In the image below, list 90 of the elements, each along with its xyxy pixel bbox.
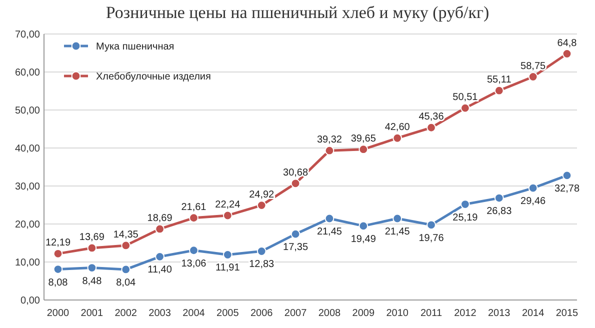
- point: [290, 178, 300, 188]
- x-tick-label: 2014: [522, 308, 545, 319]
- point: [426, 220, 436, 230]
- data-label: 21,61: [181, 202, 207, 213]
- data-label: 64,8: [557, 38, 578, 49]
- point: [358, 144, 368, 154]
- x-tick-label: 2013: [488, 308, 511, 319]
- data-label: 58,75: [520, 60, 546, 72]
- y-tick-label: 20,00: [14, 220, 40, 230]
- chart-title: Розничные цены на пшеничный хлеб и муку (руб/кг): [106, 3, 490, 22]
- data-label: 11,91: [216, 262, 240, 274]
- y-tick-label: 0,00: [20, 296, 40, 306]
- data-label: 8,04: [116, 277, 136, 288]
- data-label: 25,19: [452, 212, 478, 224]
- x-tick-label: 2002: [114, 308, 138, 319]
- y-tick-label: 50,00: [14, 106, 40, 116]
- data-label: 13,06: [181, 258, 207, 270]
- data-label: 29,46: [520, 196, 546, 208]
- point: [53, 264, 63, 274]
- x-tick-label: 2007: [284, 308, 308, 319]
- x-tick-label: 2003: [148, 308, 172, 319]
- data-label: 19,49: [350, 234, 376, 245]
- point: [189, 246, 198, 256]
- data-label: 17,35: [283, 242, 308, 254]
- data-label: 50,51: [452, 92, 478, 104]
- data-label: 12,83: [249, 259, 275, 270]
- x-tick-label: 2004: [182, 308, 206, 319]
- point: [189, 213, 198, 223]
- data-label: 32,78: [554, 183, 580, 194]
- data-label: 55,11: [486, 74, 512, 86]
- y-tick-label: 40,00: [14, 144, 40, 154]
- data-label: 26,83: [486, 206, 512, 218]
- point: [392, 133, 402, 143]
- point: [324, 214, 334, 224]
- point: [155, 252, 164, 262]
- point: [222, 210, 232, 220]
- data-label: 39,32: [316, 134, 342, 146]
- point: [562, 49, 572, 58]
- point: [460, 103, 470, 113]
- point: [53, 248, 63, 258]
- x-tick-label: 2010: [386, 308, 409, 319]
- data-label: 18,69: [147, 212, 173, 224]
- point: [324, 146, 334, 156]
- data-label: 11,40: [148, 264, 172, 276]
- point: [87, 243, 97, 253]
- x-tick-label: 2000: [46, 308, 70, 319]
- point: [392, 214, 402, 224]
- data-label: 8,48: [82, 276, 102, 287]
- data-label: 21,45: [316, 226, 342, 238]
- data-label: 21,45: [384, 226, 410, 238]
- data-label: 39,65: [350, 133, 376, 144]
- point: [358, 221, 368, 231]
- x-tick-label: 2012: [454, 308, 477, 319]
- x-tick-label: 2009: [352, 308, 375, 319]
- point: [222, 250, 232, 260]
- y-tick-label: 70,00: [14, 30, 40, 40]
- y-tick-label: 60,00: [14, 68, 40, 78]
- x-tick-label: 2015: [556, 308, 579, 319]
- point: [290, 229, 300, 239]
- legend-label: Хлебобулочные изделия: [96, 72, 211, 82]
- x-tick-label: 2006: [250, 308, 274, 319]
- point: [256, 246, 266, 256]
- data-label: 13,69: [79, 232, 105, 243]
- point: [155, 224, 164, 234]
- data-label: 45,36: [418, 112, 444, 123]
- data-label: 14,35: [113, 229, 139, 240]
- point: [121, 264, 131, 274]
- data-label: 8,08: [48, 277, 68, 288]
- x-tick-label: 2001: [80, 308, 104, 319]
- point: [87, 263, 97, 272]
- legend-label: Мука пшеничная: [96, 42, 174, 52]
- data-label: 22,24: [215, 199, 241, 210]
- data-label: 19,76: [418, 232, 444, 244]
- x-tick-label: 2008: [318, 308, 342, 319]
- point: [494, 86, 504, 96]
- y-tick-label: 30,00: [14, 182, 40, 192]
- point: [121, 240, 131, 250]
- x-tick-label: 2005: [216, 308, 240, 319]
- y-tick-label: 10,00: [14, 258, 40, 268]
- point: [528, 72, 538, 82]
- x-tick-label: 2011: [420, 308, 442, 319]
- point: [426, 122, 436, 132]
- data-label: 24,92: [249, 189, 275, 200]
- point: [494, 193, 504, 203]
- point: [460, 200, 470, 209]
- data-label: 12,19: [45, 238, 71, 249]
- point: [256, 200, 266, 210]
- point: [528, 183, 538, 193]
- point: [562, 170, 572, 180]
- data-label: 42,60: [384, 122, 410, 134]
